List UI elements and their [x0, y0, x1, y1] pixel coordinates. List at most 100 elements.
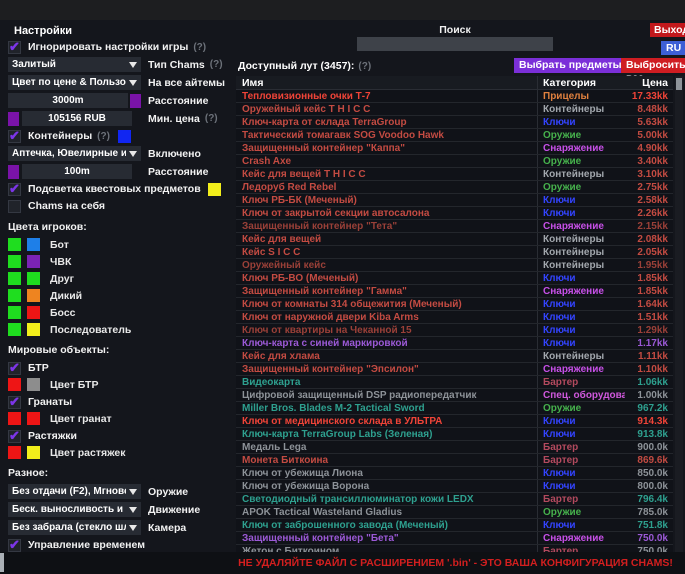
container-distance-input[interactable] — [22, 164, 132, 179]
min-price-color-swatch[interactable] — [8, 111, 19, 126]
table-row[interactable]: Защищенный контейнер "Каппа" Снаряжение … — [236, 142, 673, 155]
hidden-color-swatch[interactable] — [27, 255, 40, 268]
weapon-misc-dropdown[interactable]: Без отдачи (F2), Мгновенное п — [8, 484, 141, 499]
tripwire-color-swatch-2[interactable] — [27, 446, 40, 459]
table-row[interactable]: Оружейный кейс Контейнеры 1.95kk — [236, 259, 673, 272]
grenade-color-swatch-2[interactable] — [27, 412, 40, 425]
table-row[interactable]: Тепловизионные очки Т-7 Прицелы 17.33kk — [236, 90, 673, 103]
item-category: Контейнеры — [537, 350, 625, 362]
drop-all-button[interactable]: Выбросить все — [621, 58, 685, 84]
containers-color-swatch[interactable] — [117, 129, 131, 143]
ignore-game-settings-checkbox[interactable] — [8, 39, 21, 55]
table-row[interactable]: Тактический томагавк SOG Voodoo Hawk Ору… — [236, 129, 673, 142]
table-row[interactable]: Ледоруб Red Rebel Оружие 2.75kk — [236, 181, 673, 194]
movement-misc-dropdown[interactable]: Беск. выносливость и нет уста: — [8, 502, 141, 517]
table-row[interactable]: Ключ РБ-ВО (Меченый) Ключи 1.85kk — [236, 272, 673, 285]
grenade-color-swatch-1[interactable] — [8, 412, 21, 425]
table-row[interactable]: Ключ-карта от склада TerraGroup Ключи 5.… — [236, 116, 673, 129]
help-icon[interactable]: (?) — [97, 130, 110, 142]
loot-scrollbar[interactable] — [675, 76, 683, 552]
table-row[interactable]: Ключ от убежища Лиона Ключи 850.0k — [236, 467, 673, 480]
table-row[interactable]: Ключ от медицинского склада в УЛЬТРА Клю… — [236, 415, 673, 428]
item-name: Защищенный контейнер "Тета" — [242, 220, 398, 232]
help-icon[interactable]: (?) — [209, 59, 223, 70]
visible-color-swatch[interactable] — [8, 323, 21, 336]
grenades-checkbox[interactable] — [8, 394, 21, 410]
table-row[interactable]: Кейс S I C C Контейнеры 2.05kk — [236, 246, 673, 259]
min-price-input[interactable] — [22, 111, 132, 126]
item-category: Ключи — [537, 298, 625, 310]
column-header-name[interactable]: Имя — [242, 76, 264, 89]
table-row[interactable]: Кейс для хлама Контейнеры 1.11kk — [236, 350, 673, 363]
table-row[interactable]: Оружейный кейс T H I C C Контейнеры 8.48… — [236, 103, 673, 116]
table-row[interactable]: Ключ от квартиры на Чеканной 15 Ключи 1.… — [236, 324, 673, 337]
time-control-checkbox[interactable] — [8, 537, 21, 553]
table-row[interactable]: Ключ от наружной двери Kiba Arms Ключи 1… — [236, 311, 673, 324]
chevron-down-icon — [129, 150, 137, 157]
table-row[interactable]: Ключ от комнаты 314 общежития (Меченый) … — [236, 298, 673, 311]
distance-input[interactable] — [8, 93, 128, 108]
quest-highlight-checkbox[interactable] — [8, 181, 21, 197]
visible-color-swatch[interactable] — [8, 306, 21, 319]
table-row[interactable]: Ключ-карта TerraGroup Labs (Зеленая) Клю… — [236, 428, 673, 441]
distance-color-swatch[interactable] — [130, 93, 141, 108]
item-category: Ключи — [537, 428, 625, 440]
hidden-color-swatch[interactable] — [27, 289, 40, 302]
column-header-category[interactable]: Категория — [537, 76, 625, 89]
btr-color-swatch-2[interactable] — [27, 378, 40, 391]
chams-self-checkbox[interactable] — [8, 199, 21, 213]
visible-color-swatch[interactable] — [8, 255, 21, 268]
table-row[interactable]: Видеокарта Бартер 1.06kk — [236, 376, 673, 389]
tripwires-checkbox[interactable] — [8, 428, 21, 444]
table-row[interactable]: Защищенный контейнер "Тета" Снаряжение 2… — [236, 220, 673, 233]
table-row[interactable]: Медаль Lega Бартер 900.0k — [236, 441, 673, 454]
container-distance-color-swatch[interactable] — [8, 164, 19, 179]
column-header-price[interactable]: Цена — [642, 76, 668, 89]
table-row[interactable]: Ключ-карта с синей маркировкой Ключи 1.1… — [236, 337, 673, 350]
table-row[interactable]: Кейс для вещей T H I C C Контейнеры 3.10… — [236, 168, 673, 181]
table-row[interactable]: Ключ от заброшенного завода (Меченый) Кл… — [236, 519, 673, 532]
btr-checkbox[interactable] — [8, 360, 21, 376]
btr-color-swatch-1[interactable] — [8, 378, 21, 391]
table-row[interactable]: Crash Axe Оружие 3.40kk — [236, 155, 673, 168]
containers-checkbox[interactable] — [8, 128, 21, 144]
container-filter-dropdown[interactable]: Аптечка, Ювелирные и... — [8, 146, 141, 161]
table-row[interactable]: Монета Биткоина Бартер 869.6k — [236, 454, 673, 467]
help-icon[interactable]: (?) — [193, 41, 207, 53]
help-icon[interactable]: (?) — [204, 113, 218, 124]
table-row[interactable]: Miller Bros. Blades M-2 Tactical Sword О… — [236, 402, 673, 415]
table-row[interactable]: Ключ от закрытой секции автосалона Ключи… — [236, 207, 673, 220]
help-icon[interactable]: (?) — [358, 61, 372, 72]
all-items-mode-dropdown[interactable]: Цвет по цене & Пользователь — [8, 75, 141, 90]
hidden-color-swatch[interactable] — [27, 306, 40, 319]
item-category: Контейнеры — [537, 168, 625, 180]
table-row[interactable]: APOK Tactical Wasteland Gladius Оружие 7… — [236, 506, 673, 519]
camera-misc-label: Камера — [148, 521, 187, 534]
visible-color-swatch[interactable] — [8, 289, 21, 302]
settings-scrollbar-thumb[interactable] — [0, 553, 4, 572]
hidden-color-swatch[interactable] — [27, 238, 40, 251]
visible-color-swatch[interactable] — [8, 238, 21, 251]
table-row[interactable]: Ключ от убежища Ворона Ключи 800.0k — [236, 480, 673, 493]
table-row[interactable]: Ключ РБ-БК (Меченый) Ключи 2.58kk — [236, 194, 673, 207]
item-price: 17.33kk — [631, 90, 668, 102]
table-row[interactable]: Светодиодный трансиллюминатор кожи LEDX … — [236, 493, 673, 506]
language-button[interactable]: RU — [661, 41, 685, 55]
visible-color-swatch[interactable] — [8, 272, 21, 285]
tripwire-color-swatch-1[interactable] — [8, 446, 21, 459]
quest-highlight-color-swatch[interactable] — [207, 182, 221, 196]
table-row[interactable]: Кейс для вещей Контейнеры 2.08kk — [236, 233, 673, 246]
table-row[interactable]: Защищенный контейнер "Бета" Снаряжение 7… — [236, 532, 673, 545]
hidden-color-swatch[interactable] — [27, 272, 40, 285]
exit-button[interactable]: Выход — [650, 23, 685, 37]
search-input[interactable] — [357, 37, 553, 51]
item-category: Бартер — [537, 493, 625, 505]
chams-type-dropdown[interactable]: Залитый — [8, 57, 141, 72]
table-row[interactable]: Защищенный контейнер "Гамма" Снаряжение … — [236, 285, 673, 298]
table-row[interactable]: Жетон с Биткоином Бартер 750.0k — [236, 545, 673, 552]
hidden-color-swatch[interactable] — [27, 323, 40, 336]
table-row[interactable]: Цифровой защищенный DSP радиопередатчик … — [236, 389, 673, 402]
table-row[interactable]: Защищенный контейнер "Эпсилон" Снаряжени… — [236, 363, 673, 376]
camera-misc-dropdown[interactable]: Без забрала (стекло шлема) — [8, 520, 141, 535]
loot-scrollbar-thumb[interactable] — [676, 78, 682, 90]
